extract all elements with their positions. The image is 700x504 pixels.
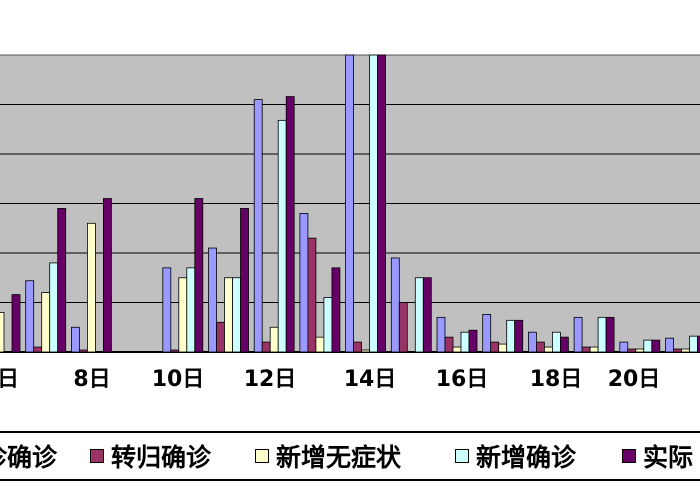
bar-2-6日 [34,347,42,352]
legend-item: 新增确诊 [455,440,576,472]
bar-3-13日 [362,350,370,352]
bar-1-18日 [574,317,582,352]
legend-swatch [255,449,269,463]
bar-5-18日 [606,317,614,352]
x-tick-label: 18日 [530,367,583,392]
bar-5-16日 [515,320,523,352]
legend-swatch [622,449,636,463]
legend-swatch [90,449,104,463]
bar-5-19日 [652,340,660,352]
bar-3-5日 [0,312,4,352]
bar-5-11日 [286,97,294,352]
bar-3-11日 [270,327,278,352]
bar-1-17日 [528,332,536,352]
bar-3-10日 [225,278,233,352]
bar-1-13日 [346,55,354,352]
bar-1-14日 [391,258,399,352]
bar-4-20日 [690,336,698,352]
x-tick-label: 10日 [152,367,205,392]
x-tick-label: 12日 [244,367,297,392]
x-tick-label: 20日 [608,367,661,392]
bar-3-20日 [682,349,690,352]
bar-4-11日 [278,120,286,352]
bar-2-10日 [217,322,225,352]
bar-4-9日 [187,268,195,352]
legend-swatch [455,449,469,463]
bar-3-9日 [179,278,187,352]
bar-5-15日 [469,330,477,352]
bar-4-15日 [461,332,469,352]
legend-label: 转归确诊 [111,438,211,474]
bar-3-16日 [499,344,507,352]
legend-label: 新增无症状 [276,438,401,474]
bar-1-15日 [437,317,445,352]
bar-2-18日 [582,347,590,352]
bar-4-12日 [324,298,332,352]
bar-5-7日 [103,199,111,352]
bar-4-17日 [552,332,560,352]
x-tick-label: 16日 [436,367,489,392]
bar-1-9日 [163,268,171,352]
bar-3-17日 [544,347,552,352]
bar-2-14日 [399,303,407,353]
bar-3-12日 [316,337,324,352]
bar-1-16日 [483,314,491,352]
legend-label: 实际 [643,438,693,474]
bar-5-13日 [378,55,386,352]
bar-5-17日 [560,337,568,352]
bar-3-15日 [453,347,461,352]
bar-2-9日 [171,350,179,352]
legend-label: 新增确诊 [476,438,576,474]
legend-label: 诊确诊 [0,438,57,474]
x-tick-label-clipped: 日 [0,367,19,392]
bar-5-9日 [195,199,203,352]
bar-4-19日 [644,340,652,352]
bar-3-18日 [590,347,598,352]
bar-5-10日 [241,208,249,352]
bar-2-16日 [491,342,499,352]
legend-item: 转归确诊 [90,440,211,472]
bar-4-13日 [370,55,378,352]
bar-1-7日 [71,327,79,352]
bar-1-11日 [254,100,262,352]
bar-4-18日 [598,317,606,352]
bar-1-6日 [26,281,34,352]
bar-1-10日 [209,248,217,352]
bar-2-17日 [536,342,544,352]
bar-2-7日 [79,350,87,352]
bar-1-12日 [300,213,308,352]
bar-4-10日 [233,278,241,352]
legend-item: 新增无症状 [255,440,401,472]
bar-1-20日 [666,338,674,352]
legend-item: 实际 [622,440,693,472]
bar-1-19日 [620,342,628,352]
bar-5-12日 [332,268,340,352]
bar-3-19日 [636,349,644,352]
bar-5-6日 [58,208,66,352]
legend: 诊确诊 转归确诊 新增无症状 新增确诊 实际 [0,432,700,480]
legend-item: 诊确诊 [0,440,57,472]
bar-2-15日 [445,337,453,352]
bar-5-14日 [423,278,431,352]
bar-2-13日 [354,342,362,352]
bar-2-12日 [308,238,316,352]
bar-5-5日 [12,295,20,352]
bar-4-6日 [50,263,58,352]
bar-4-16日 [507,320,515,352]
bar-3-7日 [87,223,95,352]
bar-3-6日 [42,293,50,352]
x-tick-label: 8日 [73,367,110,392]
x-tick-label: 14日 [344,367,397,392]
bar-2-20日 [674,349,682,352]
bar-2-19日 [628,349,636,352]
bar-2-11日 [262,342,270,352]
bar-4-14日 [415,278,423,352]
